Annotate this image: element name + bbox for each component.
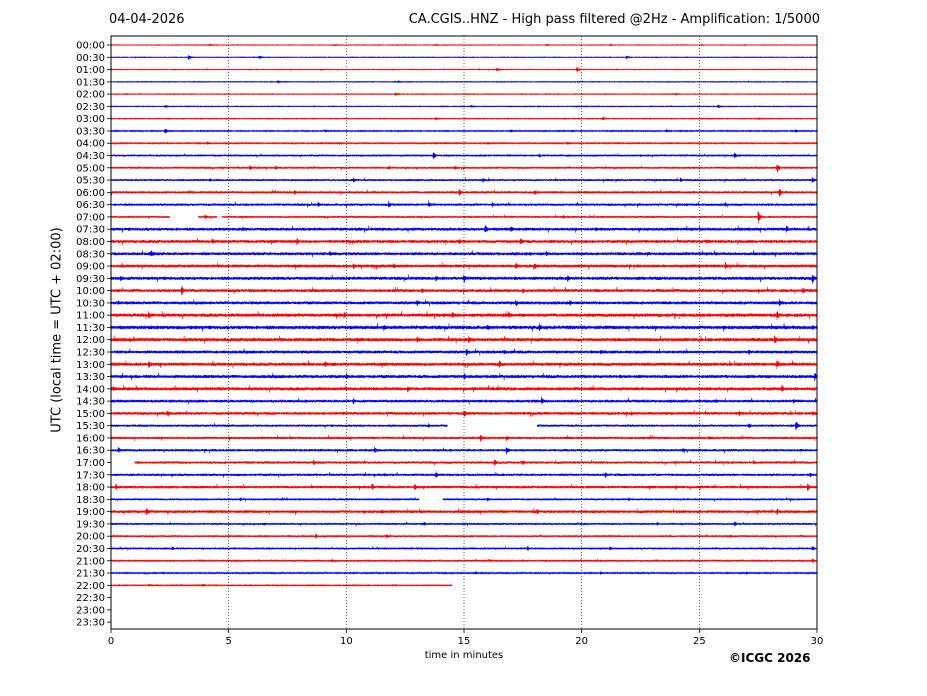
trace-02:30-seg0	[110, 104, 817, 109]
y-tick-label: 20:00	[76, 532, 105, 543]
x-tick-label: 5	[225, 636, 231, 647]
y-tick-label: 13:30	[76, 372, 105, 383]
y-tick-label: 22:30	[76, 593, 105, 604]
y-tick-label: 22:00	[76, 581, 105, 592]
trace-15:00-seg0	[110, 410, 817, 417]
copyright-label: ©ICGC 2026	[729, 651, 811, 665]
y-tick-label: 05:00	[76, 163, 105, 174]
y-tick-label: 07:00	[76, 212, 105, 223]
trace-05:00-seg0	[110, 164, 817, 173]
y-tick-label: 19:30	[76, 519, 105, 530]
trace-15:30-seg0	[110, 423, 448, 429]
y-tick-label: 01:30	[76, 77, 105, 88]
x-tick-label: 25	[693, 636, 706, 647]
y-tick-label: 06:00	[76, 188, 105, 199]
trace-14:00-seg0	[110, 385, 817, 393]
trace-19:00-seg0	[110, 507, 817, 516]
trace-19:30-seg0	[110, 521, 817, 527]
y-tick-label: 19:00	[76, 507, 105, 518]
grid-group	[228, 36, 700, 629]
y-tick-label: 18:00	[76, 483, 105, 494]
y-tick-label: 03:30	[76, 126, 105, 137]
trace-22:00-seg0	[110, 583, 453, 588]
y-tick-label: 02:30	[76, 102, 105, 113]
y-tick-label: 18:30	[76, 495, 105, 506]
y-tick-label: 07:30	[76, 225, 105, 236]
chart-title: CA.CGIS..HNZ - High pass filtered @2Hz -…	[408, 12, 820, 27]
y-tick-label: 06:30	[76, 200, 105, 211]
y-tick-label: 17:30	[76, 470, 105, 481]
trace-20:30-seg0	[110, 545, 817, 551]
y-tick-label: 16:30	[76, 446, 105, 457]
y-tick-label: 09:00	[76, 262, 105, 273]
y-tick-label: 15:00	[76, 409, 105, 420]
y-tick-label: 04:30	[76, 151, 105, 162]
y-tick-label: 21:30	[76, 569, 105, 580]
trace-10:00-seg0	[110, 285, 817, 296]
y-tick-label: 21:00	[76, 556, 105, 567]
trace-03:00-seg0	[110, 116, 817, 121]
trace-13:30-seg0	[110, 372, 817, 381]
y-tick-label: 16:00	[76, 433, 105, 444]
trace-07:00-seg0	[110, 215, 170, 220]
y-tick-label: 01:00	[76, 65, 105, 76]
y-tick-label: 14:00	[76, 384, 105, 395]
x-tick-label: 20	[575, 636, 588, 647]
y-tick-label: 09:30	[76, 274, 105, 285]
trace-15:30-seg1	[536, 421, 817, 431]
y-tick-label: 12:00	[76, 335, 105, 346]
trace-07:00-seg1	[198, 215, 218, 220]
y-tick-label: 20:30	[76, 544, 105, 555]
trace-18:30-seg1	[442, 497, 817, 502]
trace-09:00-seg0	[110, 261, 817, 270]
y-tick-label: 08:00	[76, 237, 105, 248]
trace-03:30-seg0	[110, 128, 817, 134]
trace-08:30-seg0	[110, 250, 817, 258]
y-tick-label: 02:00	[76, 90, 105, 101]
x-tick-label: 30	[811, 636, 824, 647]
trace-09:30-seg0	[110, 274, 817, 285]
y-tick-label: 04:00	[76, 139, 105, 150]
y-tick-label: 23:00	[76, 605, 105, 616]
y-tick-label: 17:00	[76, 458, 105, 469]
y-tick-label: 03:00	[76, 114, 105, 125]
trace-04:30-seg0	[110, 152, 817, 159]
trace-04:00-seg0	[110, 141, 817, 145]
trace-17:00-seg0	[134, 459, 817, 466]
trace-group	[110, 43, 817, 588]
y-tick-label: 11:30	[76, 323, 105, 334]
y-tick-label: 05:30	[76, 176, 105, 187]
date-label: 04-04-2026	[109, 12, 185, 27]
y-tick-label: 23:30	[76, 618, 105, 629]
trace-02:00-seg0	[110, 92, 817, 97]
x-axis-label: time in minutes	[424, 650, 504, 661]
y-tick-label: 11:00	[76, 311, 105, 322]
y-tick-label: 13:00	[76, 360, 105, 371]
y-tick-label: 08:30	[76, 249, 105, 260]
trace-13:00-seg0	[110, 359, 817, 370]
trace-20:00-seg0	[110, 533, 817, 539]
trace-07:00-seg2	[221, 211, 817, 224]
x-tick-label: 15	[458, 636, 471, 647]
y-tick-label: 10:30	[76, 298, 105, 309]
y-tick-label: 10:00	[76, 286, 105, 297]
trace-08:00-seg0	[110, 237, 817, 246]
y-tick-label: 00:00	[76, 41, 105, 52]
y-tick-label: 12:30	[76, 348, 105, 359]
y-tick-label: 14:30	[76, 397, 105, 408]
trace-18:30-seg0	[110, 497, 420, 502]
y-tick-label: 15:30	[76, 421, 105, 432]
x-tick-label: 0	[108, 636, 114, 647]
trace-21:00-seg0	[110, 558, 817, 564]
x-tick-label: 10	[340, 636, 353, 647]
trace-14:30-seg0	[110, 396, 817, 405]
y-tick-label: 00:30	[76, 53, 105, 64]
